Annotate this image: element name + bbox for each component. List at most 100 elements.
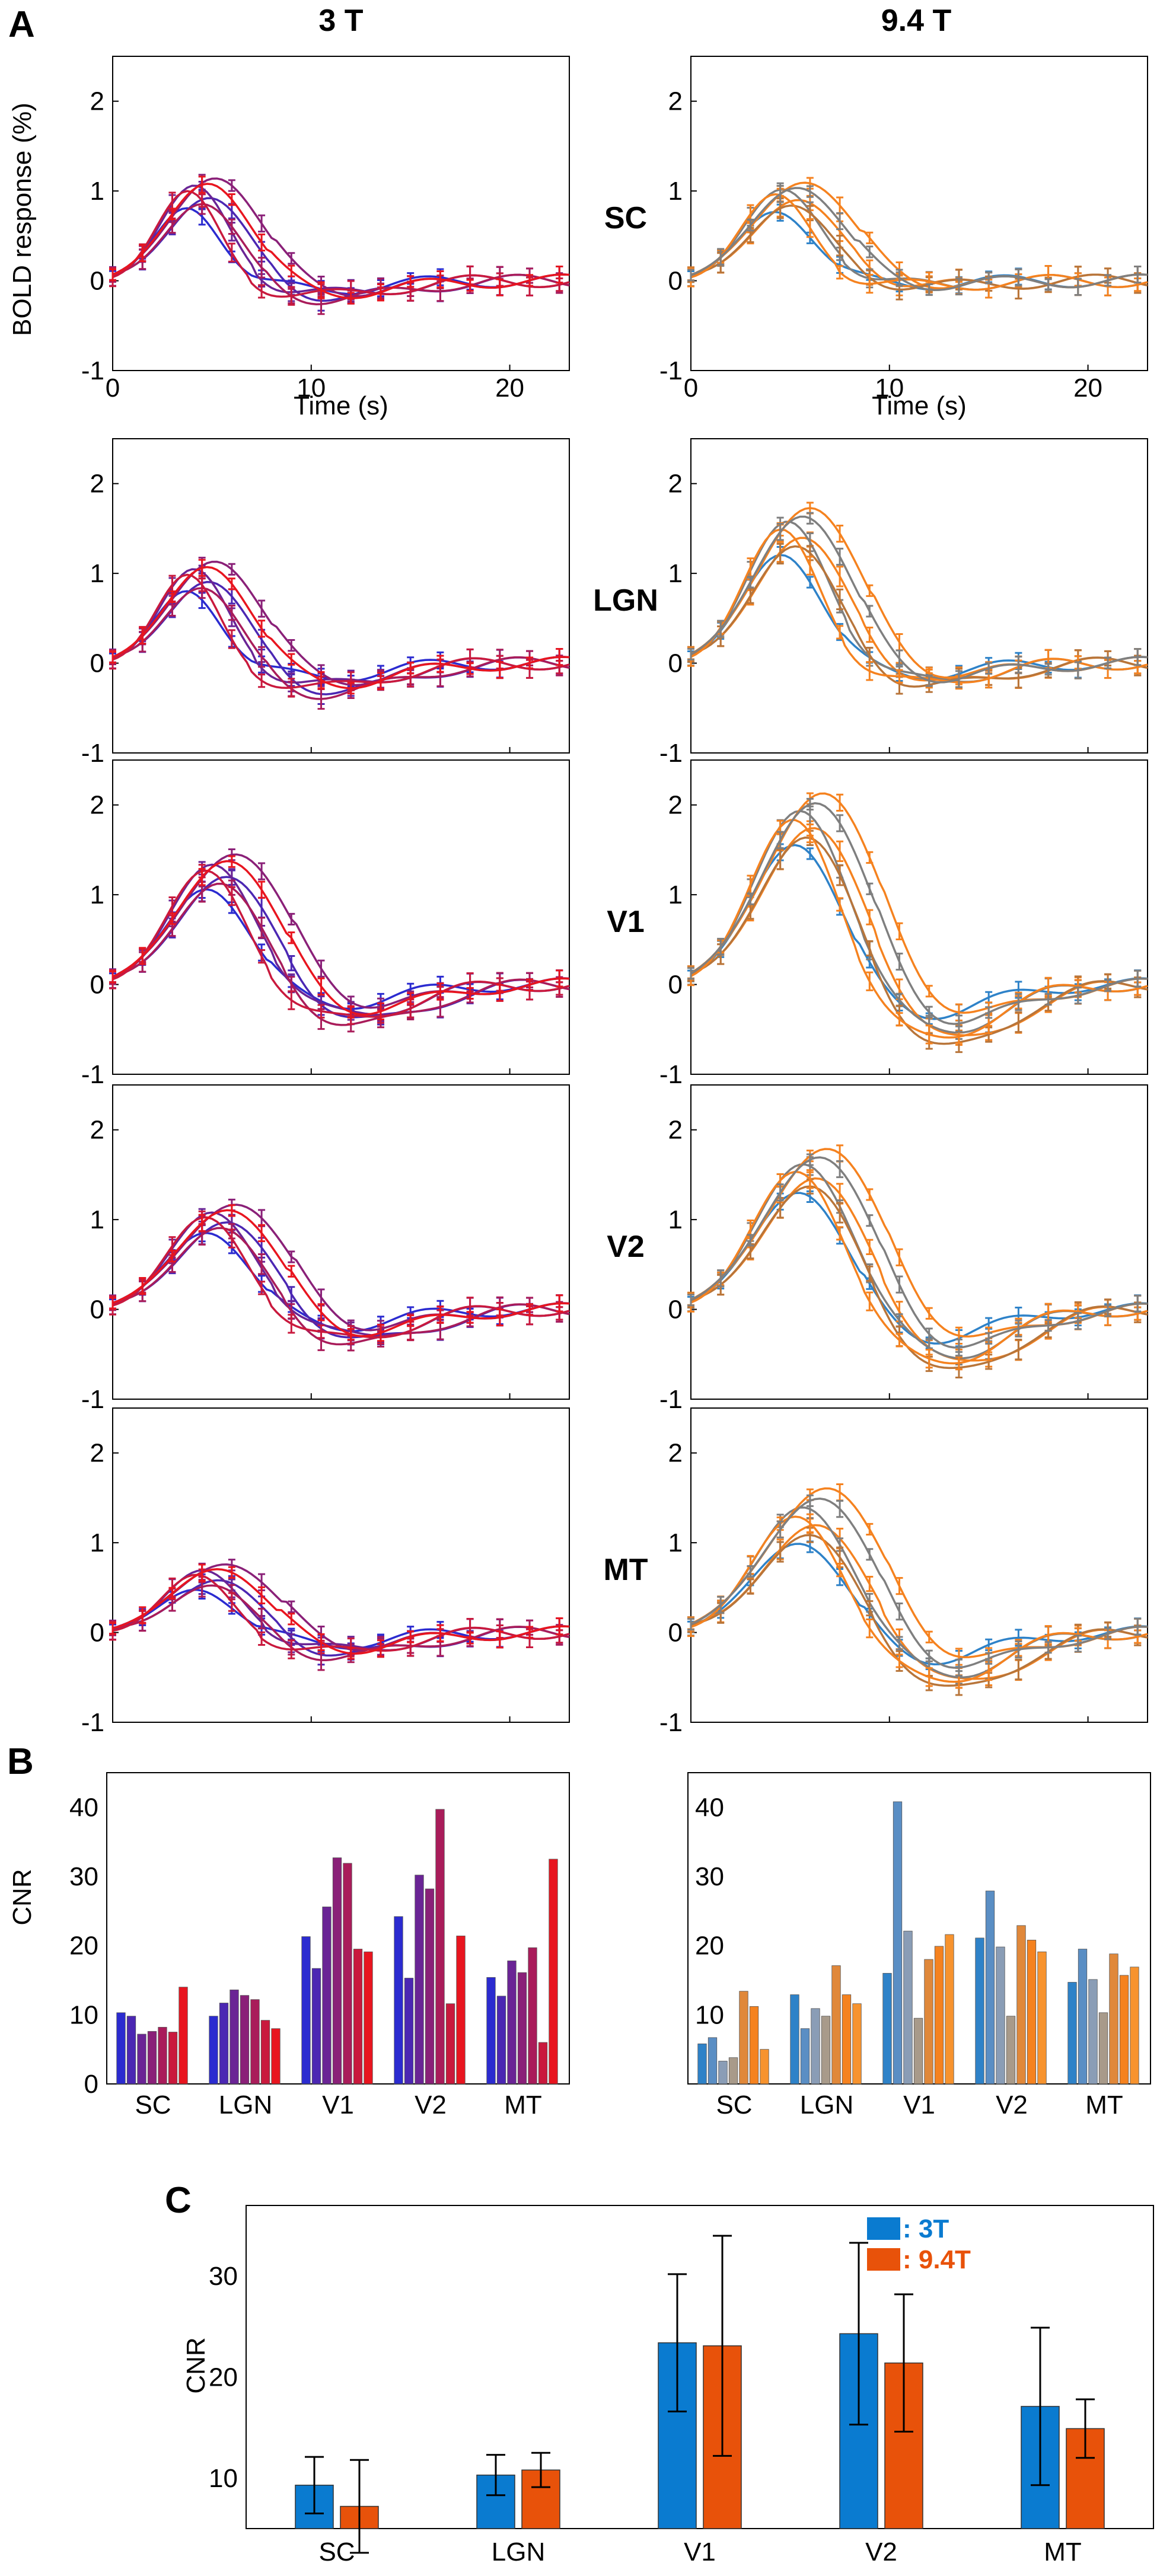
region-label-mt: MT bbox=[603, 1553, 648, 1587]
y-tick-label: 1 bbox=[90, 880, 104, 909]
x-tick-label: 10 bbox=[297, 374, 326, 403]
error-bar bbox=[866, 909, 874, 925]
error-bar bbox=[258, 620, 266, 638]
error-bar bbox=[866, 274, 874, 294]
y-tick-label: 0 bbox=[90, 971, 104, 1000]
error-bar bbox=[925, 1630, 933, 1643]
error-bar bbox=[806, 1513, 814, 1533]
error-bar bbox=[258, 257, 266, 279]
cnr-bar bbox=[219, 2003, 229, 2085]
timecourse-line-2 bbox=[690, 1177, 1148, 1362]
error-bar bbox=[109, 1622, 116, 1635]
error-bar bbox=[806, 512, 814, 525]
error-bar bbox=[228, 886, 235, 906]
error-bar bbox=[836, 196, 844, 215]
y-tick-label: 1 bbox=[90, 1205, 104, 1234]
cnr-bar bbox=[353, 1949, 363, 2085]
cnr-bar bbox=[790, 1994, 799, 2085]
error-bar bbox=[836, 1202, 844, 1224]
timecourse-plot-v2-94t: -1 0 1 2 bbox=[659, 1084, 1148, 1414]
y-axis-label: CNR bbox=[8, 1869, 37, 1925]
cnr-bar bbox=[332, 1857, 342, 2085]
x-tick-label: 0 bbox=[106, 374, 120, 403]
cnr-bar bbox=[728, 2057, 738, 2085]
error-bar bbox=[955, 1338, 963, 1357]
error-bar bbox=[895, 1275, 903, 1294]
error-bar bbox=[925, 674, 933, 687]
error-bar bbox=[258, 862, 266, 880]
error-bar bbox=[806, 1494, 814, 1507]
cnr-bar bbox=[1130, 1967, 1139, 2085]
y-tick-label: 10 bbox=[69, 2000, 98, 2029]
error-bar bbox=[258, 673, 266, 688]
error-bar bbox=[836, 1160, 844, 1179]
error-bar bbox=[347, 1005, 355, 1019]
error-bar bbox=[317, 1324, 325, 1339]
error-bar bbox=[466, 662, 474, 675]
error-bar bbox=[288, 1613, 295, 1626]
error-bar bbox=[895, 1654, 903, 1668]
x-axis-label: Time (s) bbox=[872, 391, 967, 420]
error-bar bbox=[713, 2235, 732, 2457]
error-bar bbox=[925, 1667, 933, 1687]
error-bar bbox=[836, 840, 844, 863]
error-bar bbox=[288, 1314, 295, 1334]
error-bar bbox=[317, 1288, 325, 1307]
error-bar bbox=[1074, 661, 1082, 679]
timecourse-line-4 bbox=[112, 560, 570, 687]
error-bar bbox=[317, 1633, 325, 1652]
cnr-bar bbox=[311, 1968, 321, 2085]
x-tick-label: V1 bbox=[903, 2090, 935, 2119]
y-tick-label: -1 bbox=[81, 1385, 104, 1414]
error-bar bbox=[288, 1265, 295, 1278]
y-tick-label: -1 bbox=[659, 739, 683, 768]
error-bar bbox=[288, 678, 295, 698]
cnr-bar bbox=[445, 2003, 455, 2085]
cnr-bar-plot-3t: 0 10 20 30 40 SC LGN V1 V2 MT bbox=[69, 1772, 570, 2119]
cnr-bar bbox=[240, 1995, 250, 2085]
error-bar bbox=[526, 978, 534, 991]
error-bar bbox=[436, 1624, 444, 1643]
cnr-bar bbox=[230, 1989, 239, 2085]
error-bar bbox=[228, 1592, 235, 1612]
error-bar bbox=[747, 1578, 754, 1595]
plot-frame bbox=[690, 1084, 1148, 1400]
x-tick-label: 10 bbox=[875, 374, 904, 403]
timecourse-line-7 bbox=[112, 183, 570, 299]
error-bar bbox=[866, 231, 874, 244]
y-tick-label: 0 bbox=[668, 1295, 683, 1324]
error-bar bbox=[806, 556, 814, 576]
error-bar bbox=[288, 912, 295, 926]
error-bar bbox=[436, 982, 444, 1001]
error-bar bbox=[317, 281, 325, 299]
cnr-bar bbox=[179, 1987, 188, 2085]
cnr-bar bbox=[842, 1994, 852, 2085]
error-bar bbox=[836, 1144, 844, 1163]
timecourse-plot-lgn-3t: -1 0 1 2 bbox=[81, 438, 570, 768]
x-tick-label: 20 bbox=[1073, 374, 1102, 403]
error-bar bbox=[407, 1630, 415, 1643]
x-tick-label: V2 bbox=[415, 2090, 447, 2119]
error-bar bbox=[776, 848, 784, 870]
error-bar bbox=[866, 1576, 874, 1592]
error-bar bbox=[436, 1305, 444, 1324]
cnr-bar bbox=[1088, 1979, 1098, 2085]
error-bar bbox=[776, 831, 784, 849]
legend-label: : 9.4T bbox=[903, 2245, 971, 2274]
timecourse-plot-mt-3t: -1 0 1 2 bbox=[81, 1407, 570, 1737]
error-bar bbox=[1044, 1641, 1052, 1654]
timecourse-line-7 bbox=[112, 566, 570, 690]
error-bar bbox=[1134, 1617, 1142, 1636]
cnr-bar bbox=[1016, 1925, 1026, 2085]
y-tick-label: 2 bbox=[90, 470, 104, 499]
error-bar bbox=[466, 1311, 474, 1324]
plot-frame bbox=[112, 1407, 570, 1723]
cnr-bar bbox=[739, 1991, 748, 2085]
cnr-bar bbox=[996, 1946, 1005, 2085]
error-bar bbox=[198, 1214, 206, 1232]
error-bar bbox=[556, 1294, 563, 1313]
error-bar bbox=[258, 1607, 266, 1630]
y-tick-label: 2 bbox=[668, 87, 683, 116]
plot-frame bbox=[112, 56, 570, 371]
